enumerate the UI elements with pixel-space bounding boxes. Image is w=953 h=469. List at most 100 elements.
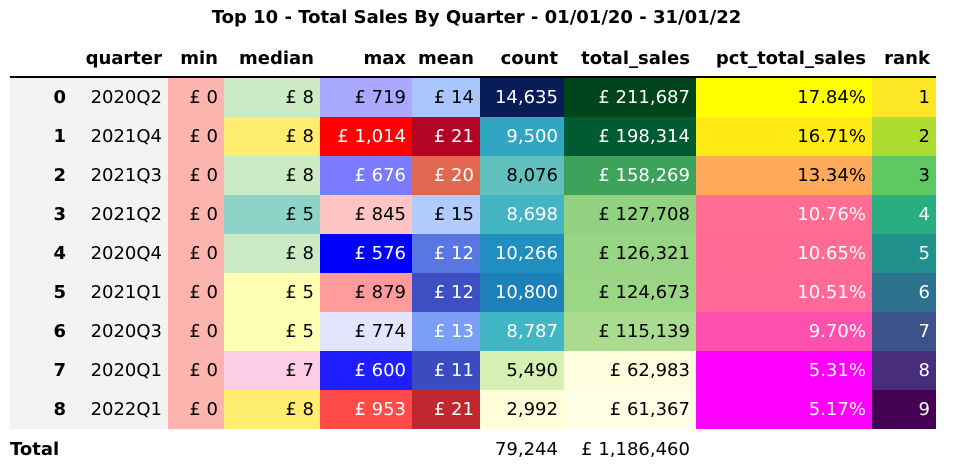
- table-row: 7 2020Q1 £ 0 £ 7 £ 600 £ 11 5,490 £ 62,983 5.31%…: [10, 351, 936, 390]
- cell-count: 8,787: [479, 312, 564, 351]
- header-row: quarter min median max mean count total_…: [10, 40, 936, 78]
- header-quarter: quarter: [72, 40, 168, 78]
- cell-pct-total-sales: 5.31%: [695, 351, 872, 390]
- cell-quarter: 2020Q2: [72, 77, 168, 117]
- cell-count: 10,800: [479, 273, 564, 312]
- cell-index: 6: [10, 312, 72, 351]
- cell-total-sales: £ 115,139: [563, 312, 696, 351]
- table-row: 1 2021Q4 £ 0 £ 8 £ 1,014 £ 21 9,500 £ 198,314 16…: [10, 117, 936, 156]
- cell-quarter: 2021Q4: [72, 117, 168, 156]
- cell-min: £ 0: [168, 312, 224, 351]
- cell-max: £ 600: [320, 351, 412, 390]
- cell-mean: £ 11: [412, 351, 480, 390]
- cell-rank: 7: [871, 312, 936, 351]
- cell-max: £ 576: [320, 234, 412, 273]
- cell-min: £ 0: [168, 273, 224, 312]
- cell-index: 4: [10, 234, 72, 273]
- cell-index: 2: [10, 156, 72, 195]
- cell-pct-total-sales: 9.70%: [695, 312, 872, 351]
- total-empty-cell: [412, 429, 480, 469]
- cell-median: £ 5: [224, 195, 320, 234]
- cell-mean: £ 13: [412, 312, 480, 351]
- total-count: 79,244: [494, 438, 558, 460]
- cell-count: 2,992: [479, 390, 564, 429]
- cell-total-sales: £ 158,269: [563, 156, 696, 195]
- cell-mean: £ 15: [412, 195, 480, 234]
- cell-max: £ 676: [320, 156, 412, 195]
- total-row: Total 79,244 £ 1,186,460: [10, 429, 936, 469]
- cell-min: £ 0: [168, 117, 224, 156]
- cell-total-sales: £ 211,687: [563, 77, 696, 117]
- cell-median: £ 8: [224, 77, 320, 117]
- cell-mean: £ 14: [412, 77, 480, 117]
- cell-rank: 4: [871, 195, 936, 234]
- cell-quarter: 2021Q2: [72, 195, 168, 234]
- cell-index: 7: [10, 351, 72, 390]
- cell-max: £ 953: [320, 390, 412, 429]
- cell-count: 5,490: [479, 351, 564, 390]
- cell-index: 8: [10, 390, 72, 429]
- table-row: 3 2021Q2 £ 0 £ 5 £ 845 £ 15 8,698 £ 127,708 10.7…: [10, 195, 936, 234]
- table-row: 6 2020Q3 £ 0 £ 5 £ 774 £ 13 8,787 £ 115,139 9.70…: [10, 312, 936, 351]
- cell-mean: £ 21: [412, 117, 480, 156]
- table-row: 4 2020Q4 £ 0 £ 8 £ 576 £ 12 10,266 £ 126,321 10.…: [10, 234, 936, 273]
- cell-total-sales: £ 62,983: [563, 351, 696, 390]
- cell-median: £ 8: [224, 390, 320, 429]
- cell-count: 8,698: [479, 195, 564, 234]
- cell-pct-total-sales: 5.17%: [695, 390, 872, 429]
- cell-median: £ 8: [224, 117, 320, 156]
- total-label: Total: [10, 438, 60, 460]
- cell-rank: 2: [871, 117, 936, 156]
- cell-pct-total-sales: 16.71%: [695, 117, 872, 156]
- cell-min: £ 0: [168, 390, 224, 429]
- total-empty-cell: [224, 429, 320, 469]
- cell-count: 14,635: [479, 77, 564, 117]
- cell-min: £ 0: [168, 77, 224, 117]
- header-count: count: [479, 40, 564, 78]
- cell-quarter: 2020Q4: [72, 234, 168, 273]
- table-row: 2 2021Q3 £ 0 £ 8 £ 676 £ 20 8,076 £ 158,269 13.3…: [10, 156, 936, 195]
- cell-total-sales: £ 61,367: [563, 390, 696, 429]
- cell-min: £ 0: [168, 234, 224, 273]
- cell-quarter: 2021Q3: [72, 156, 168, 195]
- cell-quarter: 2022Q1: [72, 390, 168, 429]
- cell-index: 0: [10, 77, 72, 117]
- header-rank: rank: [871, 40, 936, 78]
- cell-rank: 3: [871, 156, 936, 195]
- cell-median: £ 8: [224, 234, 320, 273]
- cell-median: £ 5: [224, 312, 320, 351]
- cell-total-sales: £ 124,673: [563, 273, 696, 312]
- cell-count: 10,266: [479, 234, 564, 273]
- cell-max: £ 845: [320, 195, 412, 234]
- total-empty-cell: [320, 429, 412, 469]
- cell-quarter: 2021Q1: [72, 273, 168, 312]
- cell-rank: 6: [871, 273, 936, 312]
- cell-count: 9,500: [479, 117, 564, 156]
- total-empty-cell: [72, 429, 168, 469]
- cell-max: £ 1,014: [320, 117, 412, 156]
- total-empty-cell: [696, 429, 872, 469]
- cell-rank: 8: [871, 351, 936, 390]
- table-title: Top 10 - Total Sales By Quarter - 01/01/…: [211, 7, 742, 28]
- sales-table: quarter min median max mean count total_…: [10, 40, 936, 469]
- header-total-sales: total_sales: [563, 40, 696, 78]
- cell-mean: £ 21: [412, 390, 480, 429]
- cell-min: £ 0: [168, 156, 224, 195]
- cell-quarter: 2020Q1: [72, 351, 168, 390]
- table-row: 0 2020Q2 £ 0 £ 8 £ 719 £ 14 14,635 £ 211,687 17.…: [10, 77, 936, 117]
- cell-pct-total-sales: 10.51%: [695, 273, 872, 312]
- table-row: 5 2021Q1 £ 0 £ 5 £ 879 £ 12 10,800 £ 124,673 10.…: [10, 273, 936, 312]
- cell-quarter: 2020Q3: [72, 312, 168, 351]
- header-max: max: [320, 40, 412, 78]
- cell-min: £ 0: [168, 195, 224, 234]
- cell-total-sales: £ 198,314: [563, 117, 696, 156]
- total-empty-cell: [168, 429, 224, 469]
- cell-median: £ 8: [224, 156, 320, 195]
- header-index: [10, 40, 72, 78]
- cell-min: £ 0: [168, 351, 224, 390]
- cell-max: £ 719: [320, 77, 412, 117]
- table-row: 8 2022Q1 £ 0 £ 8 £ 953 £ 21 2,992 £ 61,367 5.17%…: [10, 390, 936, 429]
- cell-median: £ 5: [224, 273, 320, 312]
- cell-pct-total-sales: 13.34%: [695, 156, 872, 195]
- header-pct-total-sales: pct_total_sales: [695, 40, 872, 78]
